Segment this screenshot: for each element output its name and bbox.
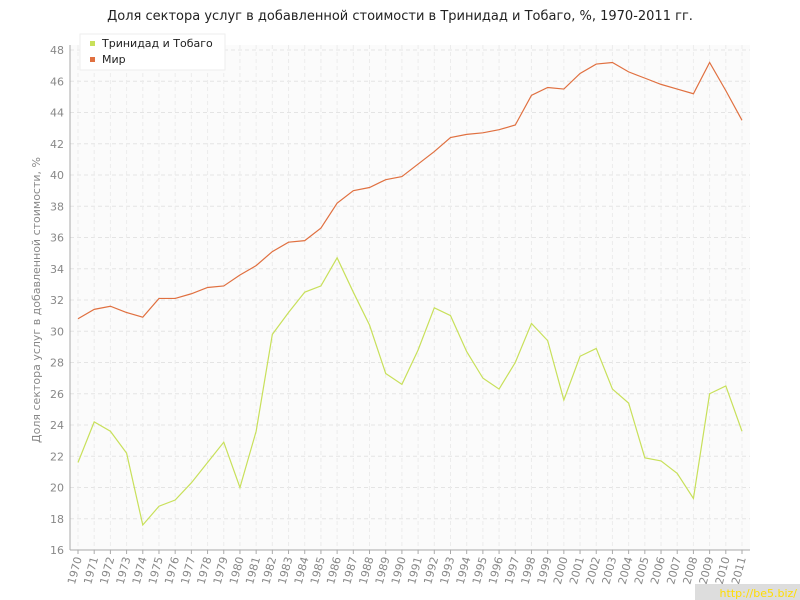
y-tick-label: 40 xyxy=(50,169,64,182)
y-tick-label: 48 xyxy=(50,44,64,57)
y-tick-label: 24 xyxy=(50,419,64,432)
legend-swatch xyxy=(90,41,95,46)
y-tick-label: 38 xyxy=(50,200,64,213)
y-tick-label: 20 xyxy=(50,482,64,495)
y-tick-label: 44 xyxy=(50,107,64,120)
legend: Тринидад и Тобаго Мир xyxy=(79,33,226,71)
chart-title: Доля сектора услуг в добавленной стоимос… xyxy=(107,9,693,24)
y-tick-label: 34 xyxy=(50,263,64,276)
legend-label: Тринидад и Тобаго xyxy=(101,37,213,50)
y-tick-label: 42 xyxy=(50,138,64,151)
y-tick-label: 32 xyxy=(50,294,64,307)
y-tick-label: 46 xyxy=(50,75,64,88)
series-line xyxy=(77,61,743,320)
y-tick-label: 16 xyxy=(50,544,64,557)
series-line xyxy=(77,256,743,527)
y-tick-label: 36 xyxy=(50,232,64,245)
legend-swatch xyxy=(90,57,95,62)
y-tick-label: 30 xyxy=(50,325,64,338)
watermark: http://be5.biz/ xyxy=(720,587,798,600)
plot-area xyxy=(70,45,750,550)
y-tick-label: 26 xyxy=(50,388,64,401)
legend-box xyxy=(79,33,226,71)
watermark-bg xyxy=(695,584,800,600)
legend-label: Мир xyxy=(102,53,126,66)
y-tick-label: 22 xyxy=(50,450,64,463)
y-tick-label: 18 xyxy=(50,513,64,526)
y-axis-label: Доля сектора услуг в добавленной стоимос… xyxy=(30,157,43,443)
y-tick-label: 28 xyxy=(50,357,64,370)
